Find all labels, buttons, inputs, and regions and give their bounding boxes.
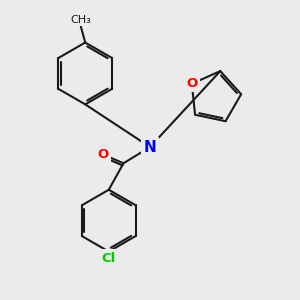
- Text: N: N: [144, 140, 156, 154]
- Text: CH₃: CH₃: [70, 15, 91, 25]
- Text: O: O: [97, 148, 109, 161]
- Text: O: O: [186, 77, 197, 90]
- Text: Cl: Cl: [102, 252, 116, 265]
